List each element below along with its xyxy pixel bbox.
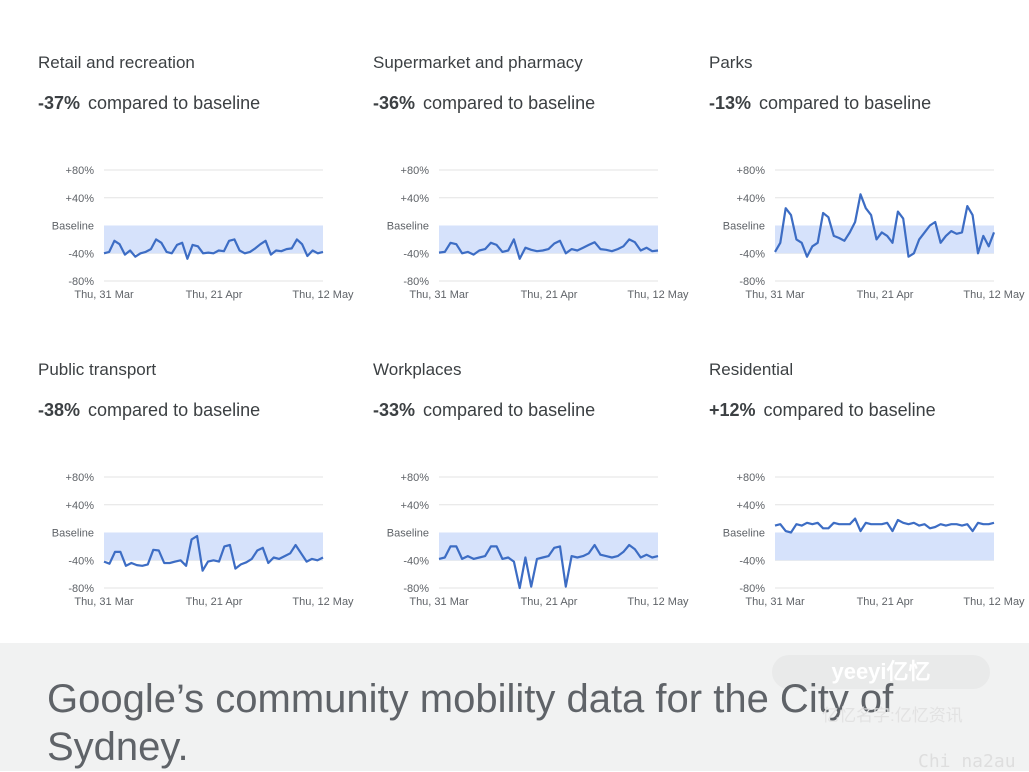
- y-tick-label: +40%: [401, 193, 430, 205]
- y-tick-label: +40%: [401, 500, 430, 512]
- chart-plot: +80% +40% Baseline -40% -80%Thu, 31 Mar Thu, …: [387, 165, 689, 301]
- series-line: [774, 517, 995, 534]
- chart-title: Parks: [709, 53, 753, 72]
- change-label: compared to baseline: [763, 400, 936, 420]
- change-summary: -36% compared to baseline: [373, 93, 595, 114]
- change-value: -33%: [373, 400, 416, 420]
- x-tick-label: Thu, 21 Apr: [857, 289, 914, 301]
- y-tick-label: -40%: [68, 248, 94, 260]
- change-summary: +12% compared to baseline: [709, 400, 936, 421]
- chart-plot: +80% +40% Baseline -40% -80%Thu, 31 Mar Thu, …: [723, 472, 1025, 608]
- series-line: [438, 238, 659, 260]
- y-tick-label: -80%: [739, 583, 765, 595]
- y-tick-label: +40%: [66, 500, 95, 512]
- x-tick-label: Thu, 21 Apr: [186, 289, 243, 301]
- change-summary: -33% compared to baseline: [373, 400, 595, 421]
- watermark-badge: yeeyi亿忆: [772, 655, 990, 689]
- chart-retail: Retail and recreation -37% compared to bas…: [38, 53, 368, 313]
- chart-title: Supermarket and pharmacy: [373, 53, 583, 72]
- caption-text: Google’s community mobility data for the…: [47, 677, 894, 769]
- chart-plot: +80% +40% Baseline -40% -80%Thu, 31 Mar Thu, …: [52, 472, 354, 608]
- y-tick-label: -80%: [68, 583, 94, 595]
- series-line: [438, 543, 659, 590]
- change-label: compared to baseline: [88, 400, 261, 420]
- change-label: compared to baseline: [88, 93, 261, 113]
- series-line: [103, 534, 324, 572]
- x-tick-label: Thu, 31 Mar: [409, 289, 469, 301]
- x-tick-label: Thu, 12 May: [627, 289, 689, 301]
- change-value: -13%: [709, 93, 752, 113]
- y-tick-label: +40%: [737, 500, 766, 512]
- y-tick-label: -40%: [403, 248, 429, 260]
- y-tick-label: Baseline: [387, 528, 429, 540]
- x-tick-label: Thu, 12 May: [963, 596, 1025, 608]
- x-tick-label: Thu, 12 May: [627, 596, 689, 608]
- x-tick-label: Thu, 31 Mar: [745, 596, 805, 608]
- y-tick-label: Baseline: [52, 221, 94, 233]
- change-summary: -37% compared to baseline: [38, 93, 260, 114]
- y-tick-label: +40%: [737, 193, 766, 205]
- chart-title: Residential: [709, 360, 794, 379]
- x-tick-label: Thu, 12 May: [292, 596, 354, 608]
- y-tick-label: Baseline: [52, 528, 94, 540]
- x-tick-label: Thu, 31 Mar: [74, 289, 134, 301]
- chart-plot: +80% +40% Baseline -40% -80%Thu, 31 Mar Thu, …: [52, 165, 354, 301]
- chart-plot: +80% +40% Baseline -40% -80%Thu, 31 Mar Thu, …: [387, 472, 689, 608]
- x-tick-label: Thu, 21 Apr: [857, 596, 914, 608]
- baseline-band: [104, 532, 323, 561]
- chart-plot: +80% +40% Baseline -40% -80%Thu, 31 Mar Thu, …: [723, 165, 1025, 301]
- y-tick-label: Baseline: [723, 221, 765, 233]
- y-tick-label: +80%: [737, 472, 766, 484]
- x-tick-label: Thu, 31 Mar: [745, 289, 805, 301]
- chart-title: Retail and recreation: [38, 53, 195, 72]
- y-tick-label: Baseline: [723, 528, 765, 540]
- y-tick-label: -80%: [403, 276, 429, 288]
- x-tick-label: Thu, 21 Apr: [521, 596, 578, 608]
- change-summary: -38% compared to baseline: [38, 400, 260, 421]
- change-value: -38%: [38, 400, 81, 420]
- y-tick-label: +80%: [66, 165, 95, 177]
- chart-workplaces: Workplaces -33% compared to baseline +80% +4…: [373, 360, 703, 620]
- change-summary: -13% compared to baseline: [709, 93, 931, 114]
- baseline-band: [775, 225, 994, 254]
- y-tick-label: +80%: [401, 472, 430, 484]
- y-tick-label: -80%: [739, 276, 765, 288]
- y-tick-label: +40%: [66, 193, 95, 205]
- x-tick-label: Thu, 12 May: [963, 289, 1025, 301]
- chart-supermarket: Supermarket and pharmacy -36% compared to …: [373, 53, 703, 313]
- y-tick-label: -40%: [68, 555, 94, 567]
- chart-parks: Parks -13% compared to baseline +80% +40% Bas…: [709, 53, 1029, 313]
- chart-title: Workplaces: [373, 360, 462, 379]
- x-tick-label: Thu, 31 Mar: [409, 596, 469, 608]
- y-tick-label: -80%: [403, 583, 429, 595]
- series-line: [774, 193, 996, 258]
- change-value: +12%: [709, 400, 756, 420]
- y-tick-label: Baseline: [387, 221, 429, 233]
- y-tick-label: -40%: [739, 555, 765, 567]
- chart-residential: Residential +12% compared to baseline +80% +…: [709, 360, 1029, 620]
- y-tick-label: +80%: [66, 472, 95, 484]
- y-tick-label: -80%: [68, 276, 94, 288]
- y-tick-label: -40%: [739, 248, 765, 260]
- change-value: -36%: [373, 93, 416, 113]
- change-label: compared to baseline: [423, 93, 596, 113]
- y-tick-label: -40%: [403, 555, 429, 567]
- y-tick-label: +80%: [401, 165, 430, 177]
- series-line: [103, 238, 324, 260]
- caption-bar: yeeyi亿忆 Google’s community mobility data…: [0, 643, 1029, 772]
- change-value: -37%: [38, 93, 81, 113]
- x-tick-label: Thu, 21 Apr: [186, 596, 243, 608]
- watermark-site: Chi na2au: [918, 751, 1016, 772]
- x-tick-label: Thu, 12 May: [292, 289, 354, 301]
- change-label: compared to baseline: [759, 93, 932, 113]
- chart-public-transport: Public transport -38% compared to baseline…: [38, 360, 368, 620]
- baseline-band: [775, 532, 994, 561]
- y-tick-label: +80%: [737, 165, 766, 177]
- change-label: compared to baseline: [423, 400, 596, 420]
- x-tick-label: Thu, 21 Apr: [521, 289, 578, 301]
- watermark-text: 亿忆名字:亿忆资讯: [822, 706, 963, 725]
- chart-title: Public transport: [38, 360, 157, 379]
- x-tick-label: Thu, 31 Mar: [74, 596, 134, 608]
